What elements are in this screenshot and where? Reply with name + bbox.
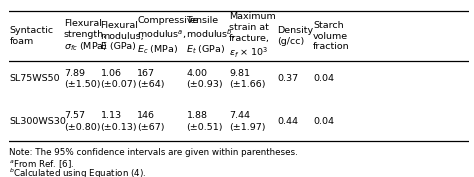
Text: 1.13
(±0.13): 1.13 (±0.13) — [100, 111, 137, 132]
Text: $^a$From Ref. [6].: $^a$From Ref. [6]. — [9, 158, 75, 170]
Text: SL300WS30: SL300WS30 — [9, 117, 66, 126]
Text: 7.44
(±1.97): 7.44 (±1.97) — [229, 111, 266, 132]
Text: Maximum
strain at
fracture,
$\varepsilon_f$ × 10$^3$: Maximum strain at fracture, $\varepsilon… — [229, 12, 276, 60]
Text: Note: The 95% confidence intervals are given within parentheses.: Note: The 95% confidence intervals are g… — [9, 148, 298, 157]
Text: 0.44: 0.44 — [278, 117, 299, 126]
Text: SL75WS50: SL75WS50 — [9, 75, 60, 84]
Text: 0.04: 0.04 — [313, 117, 334, 126]
Text: Compressive
modulus$^a$,
$E_c$ (MPa): Compressive modulus$^a$, $E_c$ (MPa) — [137, 16, 199, 56]
Text: 4.00
(±0.93): 4.00 (±0.93) — [186, 69, 223, 89]
Text: Flexural
modulus,
E (GPa): Flexural modulus, E (GPa) — [100, 21, 144, 51]
Text: 1.06
(±0.07): 1.06 (±0.07) — [100, 69, 137, 89]
Text: 0.04: 0.04 — [313, 75, 334, 84]
Text: 0.37: 0.37 — [278, 75, 299, 84]
Text: Flexural
strength,
$\sigma_{fc}$ (MPa): Flexural strength, $\sigma_{fc}$ (MPa) — [64, 19, 108, 53]
Text: 1.88
(±0.51): 1.88 (±0.51) — [186, 111, 223, 132]
Text: 7.57
(±0.80): 7.57 (±0.80) — [64, 111, 100, 132]
Text: Starch
volume
fraction: Starch volume fraction — [313, 21, 349, 51]
Text: 146
(±67): 146 (±67) — [137, 111, 165, 132]
Text: 167
(±64): 167 (±64) — [137, 69, 165, 89]
Text: Tensile
modulus$^b$,
$E_t$ (GPa): Tensile modulus$^b$, $E_t$ (GPa) — [186, 16, 236, 56]
Text: Density
(g/cc): Density (g/cc) — [278, 26, 314, 46]
Text: 7.89
(±1.50): 7.89 (±1.50) — [64, 69, 100, 89]
Text: Syntactic
foam: Syntactic foam — [9, 26, 54, 46]
Text: 9.81
(±1.66): 9.81 (±1.66) — [229, 69, 266, 89]
Text: $^b$Calculated using Equation (4).: $^b$Calculated using Equation (4). — [9, 167, 147, 177]
